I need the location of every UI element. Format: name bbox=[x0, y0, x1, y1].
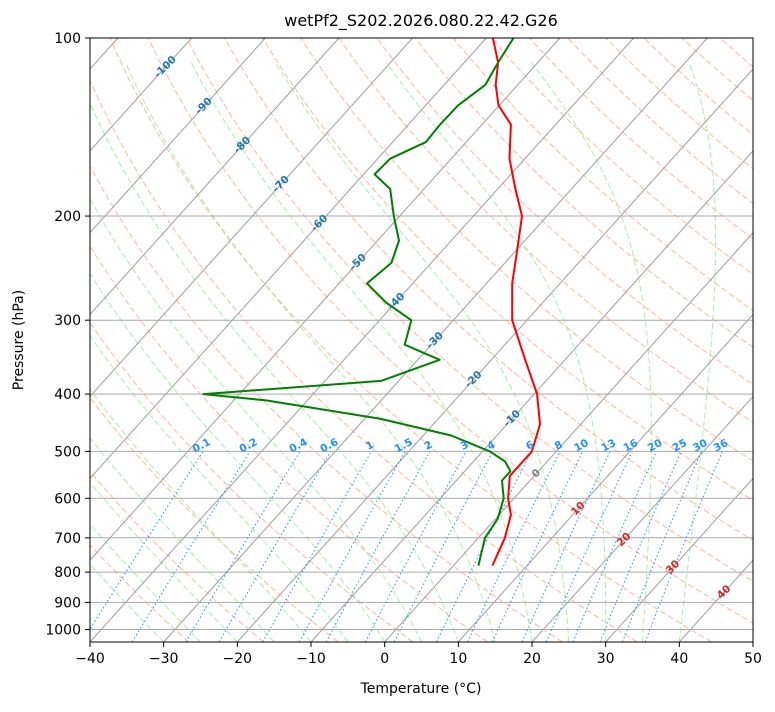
y-tick-label: 1000 bbox=[45, 622, 81, 638]
y-tick-label: 300 bbox=[54, 313, 81, 329]
y-tick-label: 600 bbox=[54, 491, 81, 507]
x-axis-label: Temperature (°C) bbox=[360, 681, 482, 697]
x-tick-label: −20 bbox=[223, 651, 253, 667]
x-tick-label: −40 bbox=[75, 651, 105, 667]
y-tick-label: 700 bbox=[54, 531, 81, 547]
x-tick-label: 0 bbox=[380, 651, 389, 667]
x-tick-label: 40 bbox=[670, 651, 688, 667]
x-tick-label: −10 bbox=[296, 651, 326, 667]
y-tick-label: 100 bbox=[54, 31, 81, 47]
y-tick-label: 900 bbox=[54, 595, 81, 611]
x-tick-label: −30 bbox=[149, 651, 179, 667]
x-tick-label: 50 bbox=[744, 651, 762, 667]
x-tick-label: 30 bbox=[597, 651, 615, 667]
x-tick-label: 20 bbox=[523, 651, 541, 667]
y-tick-label: 400 bbox=[54, 387, 81, 403]
y-tick-label: 500 bbox=[54, 444, 81, 460]
y-tick-label: 800 bbox=[54, 565, 81, 581]
y-tick-label: 200 bbox=[54, 209, 81, 225]
x-tick-label: 10 bbox=[449, 651, 467, 667]
chart-title: wetPf2_S202.2026.080.22.42.G26 bbox=[284, 11, 558, 31]
y-axis-label: Pressure (hPa) bbox=[11, 290, 27, 390]
